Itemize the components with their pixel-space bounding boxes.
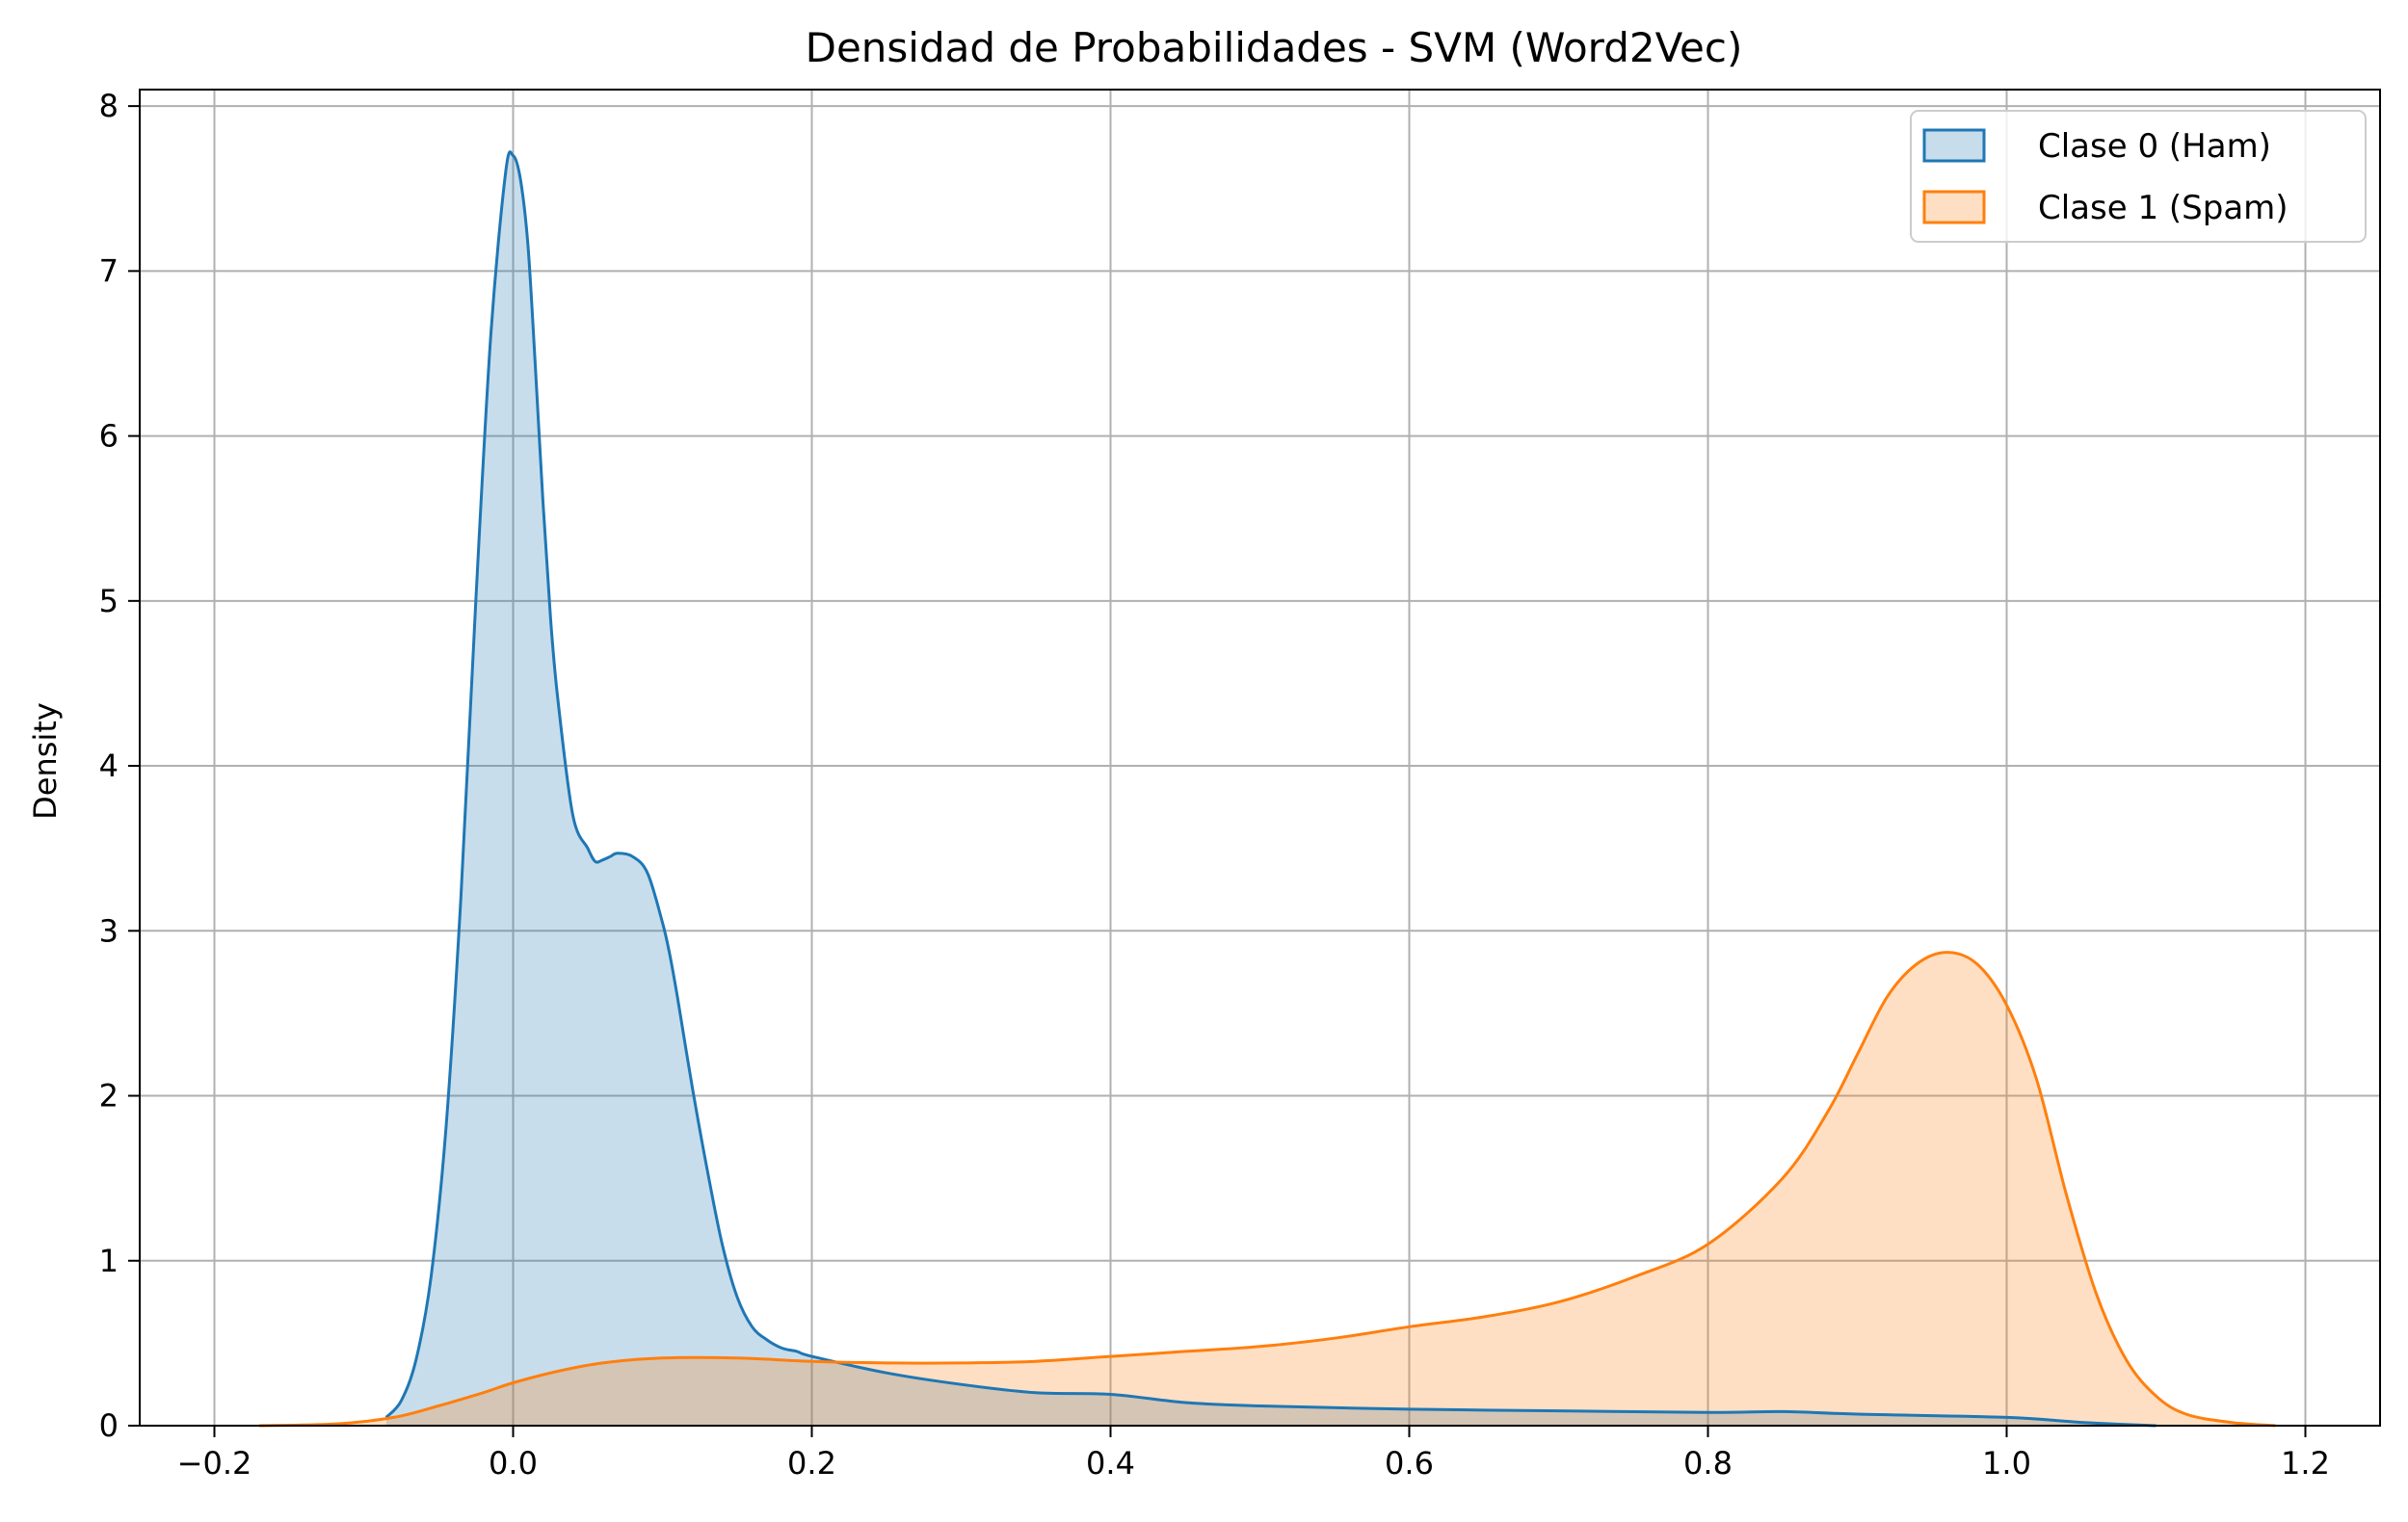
- density-line-series-0: [384, 150, 2157, 1428]
- y-tick-label: 2: [99, 1078, 119, 1115]
- legend-swatch: [1922, 190, 1986, 224]
- y-tick-label: 1: [99, 1243, 119, 1279]
- x-tick-label: 1.2: [2281, 1445, 2330, 1482]
- x-tick-label: 0.4: [1086, 1445, 1135, 1482]
- y-tick-label: 8: [99, 88, 119, 124]
- y-axis-label: Density: [27, 702, 64, 820]
- density-area-series-0: [385, 151, 2157, 1426]
- x-axis-ticks: −0.2 0.0 0.2 0.4 0.6 0.8 1.0 1.2: [177, 1426, 2330, 1482]
- density-fills: [259, 151, 2276, 1426]
- y-axis-ticks: 0 1 2 3 4 5 6 7 8: [99, 88, 140, 1444]
- density-lines: [258, 150, 2276, 1428]
- x-tick-label: 0.8: [1683, 1445, 1733, 1482]
- legend-swatch: [1922, 128, 1986, 163]
- x-tick-label: −0.2: [177, 1445, 252, 1482]
- y-tick-label: 4: [99, 748, 119, 784]
- y-tick-label: 5: [99, 583, 119, 619]
- density-area-series-1: [259, 952, 2276, 1426]
- legend-label: Clase 1 (Spam): [2038, 189, 2289, 227]
- chart-title: Densidad de Probabilidades - SVM (Word2V…: [806, 24, 1743, 71]
- x-tick-label: 0.2: [787, 1445, 836, 1482]
- legend-label: Clase 0 (Ham): [2038, 127, 2271, 166]
- y-tick-label: 0: [99, 1407, 119, 1444]
- legend-box: [1910, 110, 2367, 243]
- y-tick-label: 3: [99, 912, 119, 949]
- x-tick-label: 0.6: [1385, 1445, 1434, 1482]
- x-tick-label: 0.0: [489, 1445, 538, 1482]
- x-tick-label: 1.0: [1982, 1445, 2031, 1482]
- y-tick-label: 6: [99, 418, 119, 455]
- legend: Clase 0 (Ham) Clase 1 (Spam): [1910, 110, 2367, 243]
- plot-frame: [139, 89, 2381, 1427]
- density-line-series-1: [258, 951, 2276, 1428]
- y-tick-label: 7: [99, 252, 119, 289]
